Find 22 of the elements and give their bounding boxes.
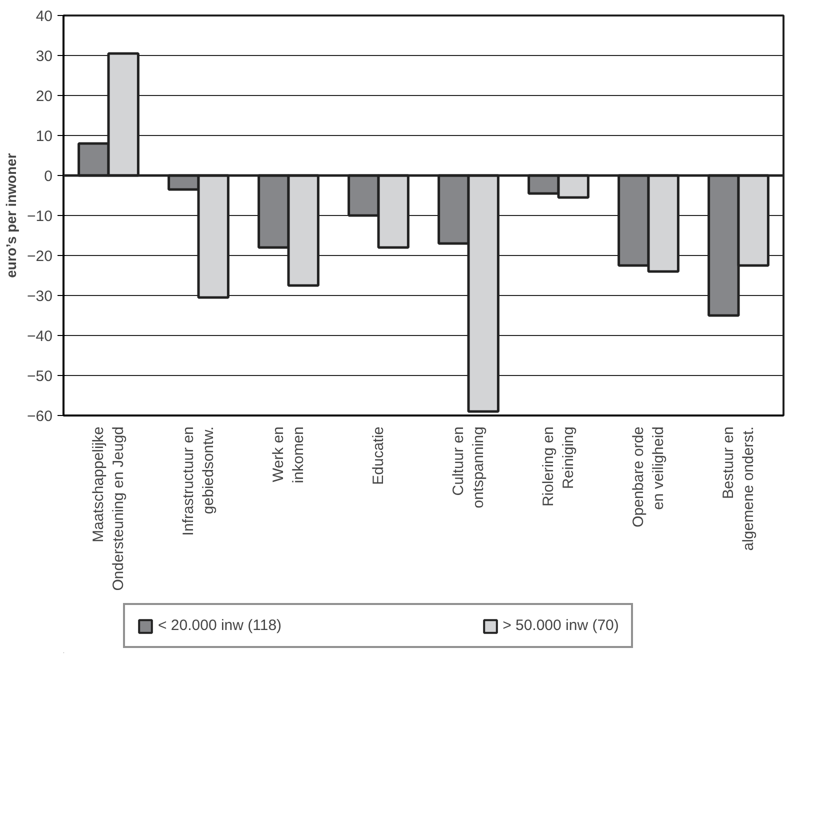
y-tick-label: −40 [27,328,53,345]
y-tick-label: 0 [44,168,52,185]
y-tick-label: 10 [36,128,53,145]
y-tick-label: 20 [36,88,53,105]
y-tick-label: −10 [27,208,53,225]
x-tick-label: Openbare orde en veiligheid [630,426,668,528]
y-axis-title: euro’s per inwoner [3,152,20,278]
x-tick-label: Riolering en Reiniging [540,426,578,507]
x-tick-label: Educatie [370,426,387,485]
y-tick-label: −20 [27,248,53,265]
legend-label: > 50.000 inw (70) [502,617,619,634]
y-tick-label: −30 [27,288,53,305]
y-tick-label: 40 [36,8,53,25]
y-tick-label: −60 [27,408,53,425]
legend-label: < 20.000 inw (118) [158,617,282,634]
y-tick-label: −50 [27,368,53,385]
x-tick-label: Bestuur en algemene onderst. [720,426,758,551]
x-tick-label: Cultuur en ontspanning [450,426,488,508]
x-tick-label: Werk en inkomen [270,426,308,484]
x-tick-label: Infrastructuur en gebiedsontw. [180,426,218,536]
x-tick-label: Maatschappelijke Ondersteuning en Jeugd [90,426,128,591]
y-tick-label: 30 [36,48,53,65]
